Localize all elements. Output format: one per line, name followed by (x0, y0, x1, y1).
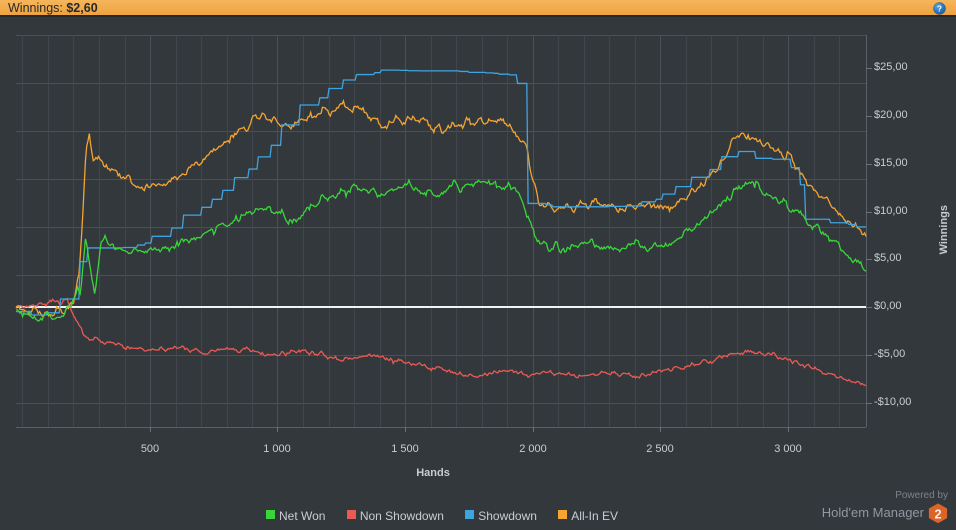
svg-text:2: 2 (934, 506, 941, 521)
